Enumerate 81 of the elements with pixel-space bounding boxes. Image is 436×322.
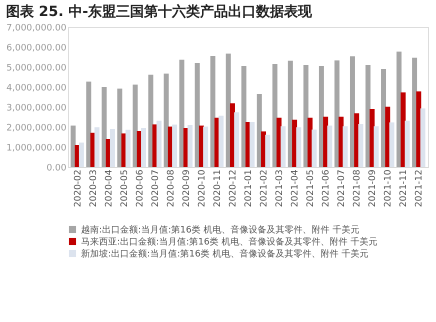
- x-tick-label: 2020-03: [88, 170, 99, 208]
- bar: [94, 127, 100, 167]
- y-tick-label: 5,000,000.00: [6, 64, 67, 74]
- bar: [318, 66, 324, 167]
- x-tick-label: 2021-08: [352, 169, 363, 208]
- x-tick-label: 2021-05: [306, 170, 316, 208]
- bar: [132, 84, 138, 167]
- y-tick-label: 3,000,000.00: [6, 104, 67, 114]
- bar: [342, 126, 348, 167]
- bar: [312, 130, 317, 167]
- x-tick-label: 2021-01: [244, 170, 254, 208]
- bar: [296, 127, 302, 167]
- y-tick-label: 1,000,000.00: [6, 144, 67, 154]
- legend-label: 越南:出口金额:当月值:第16类 机电、音像设备及其零件、附件 千美元: [81, 224, 360, 236]
- y-tick-label: 7,000,000.00: [6, 24, 67, 34]
- legend-label: 马来西亚:出口金额:当月值:第16类 机电、音像设备及其零件、附件 千美元: [81, 236, 378, 248]
- bar: [288, 60, 293, 167]
- bar: [420, 108, 426, 167]
- chart-title: 图表 25. 中-东盟三国第十六类产品出口数据表现: [6, 3, 314, 20]
- bar: [370, 109, 375, 167]
- bar: [350, 56, 355, 167]
- x-tick-label: 2020-10: [197, 169, 208, 208]
- bar: [70, 126, 76, 167]
- bar: [400, 92, 406, 167]
- bar: [404, 120, 410, 167]
- bar: [334, 60, 340, 167]
- bar: [280, 126, 286, 167]
- x-tick-label: 2020-08: [166, 169, 176, 208]
- x-tick-label: 2020-05: [120, 170, 130, 208]
- bar: [234, 112, 240, 167]
- x-tick-label: 2020-04: [104, 169, 114, 208]
- y-tick-label: 4,000,000.00: [6, 84, 67, 94]
- bar: [250, 122, 255, 167]
- x-tick-label: 2021-04: [290, 169, 301, 208]
- bar: [265, 134, 270, 167]
- bar: [126, 130, 130, 167]
- bar: [385, 106, 390, 167]
- x-tick-label: 2020-12: [228, 170, 238, 208]
- x-tick-label: 2021-12: [414, 170, 425, 208]
- bar: [272, 64, 278, 167]
- bar: [303, 65, 308, 167]
- bar: [218, 116, 224, 167]
- x-tick-label: 2020-09: [182, 169, 192, 208]
- bar: [117, 88, 122, 167]
- bar: [358, 124, 364, 167]
- x-tick-label: 2021-06: [322, 169, 332, 208]
- bar: [179, 60, 184, 167]
- bar: [374, 126, 379, 167]
- bar: [188, 125, 193, 167]
- x-tick-label: 2020-02: [73, 170, 84, 208]
- x-tick-label: 2021-09: [368, 169, 378, 208]
- bar: [203, 126, 208, 167]
- bar: [156, 120, 162, 167]
- bar: [102, 87, 107, 167]
- y-tick-label: 2,000,000.00: [6, 124, 67, 134]
- bar: [86, 82, 92, 167]
- bar: [110, 129, 115, 167]
- x-tick-label: 2021-02: [260, 170, 270, 208]
- x-tick-label: 2020-06: [135, 169, 146, 208]
- bar: [256, 94, 262, 167]
- y-tick-label: 0.00: [46, 164, 67, 174]
- x-tick-label: 2021-03: [275, 170, 286, 208]
- bar: [241, 66, 246, 167]
- y-tick-label: 6,000,000.00: [6, 44, 67, 54]
- bar: [78, 142, 84, 167]
- bar: [164, 74, 169, 167]
- x-tick-label: 2021-07: [337, 170, 348, 208]
- x-tick-label: 2021-11: [399, 170, 410, 208]
- bar: [172, 124, 178, 167]
- legend-label: 新加坡:出口金额:当月值:第16类 机电、音像设备及其零件、附件 千美元: [81, 248, 368, 260]
- bar: [141, 128, 146, 167]
- x-tick-label: 2020-07: [150, 170, 161, 208]
- bar: [354, 113, 360, 167]
- bar: [194, 63, 200, 167]
- bar: [210, 56, 216, 167]
- bar: [327, 126, 332, 167]
- bar: [148, 74, 154, 167]
- x-tick-label: 2021-10: [384, 169, 394, 208]
- x-tick-label: 2020-11: [212, 170, 223, 208]
- bar: [416, 91, 422, 167]
- bar: [389, 122, 394, 167]
